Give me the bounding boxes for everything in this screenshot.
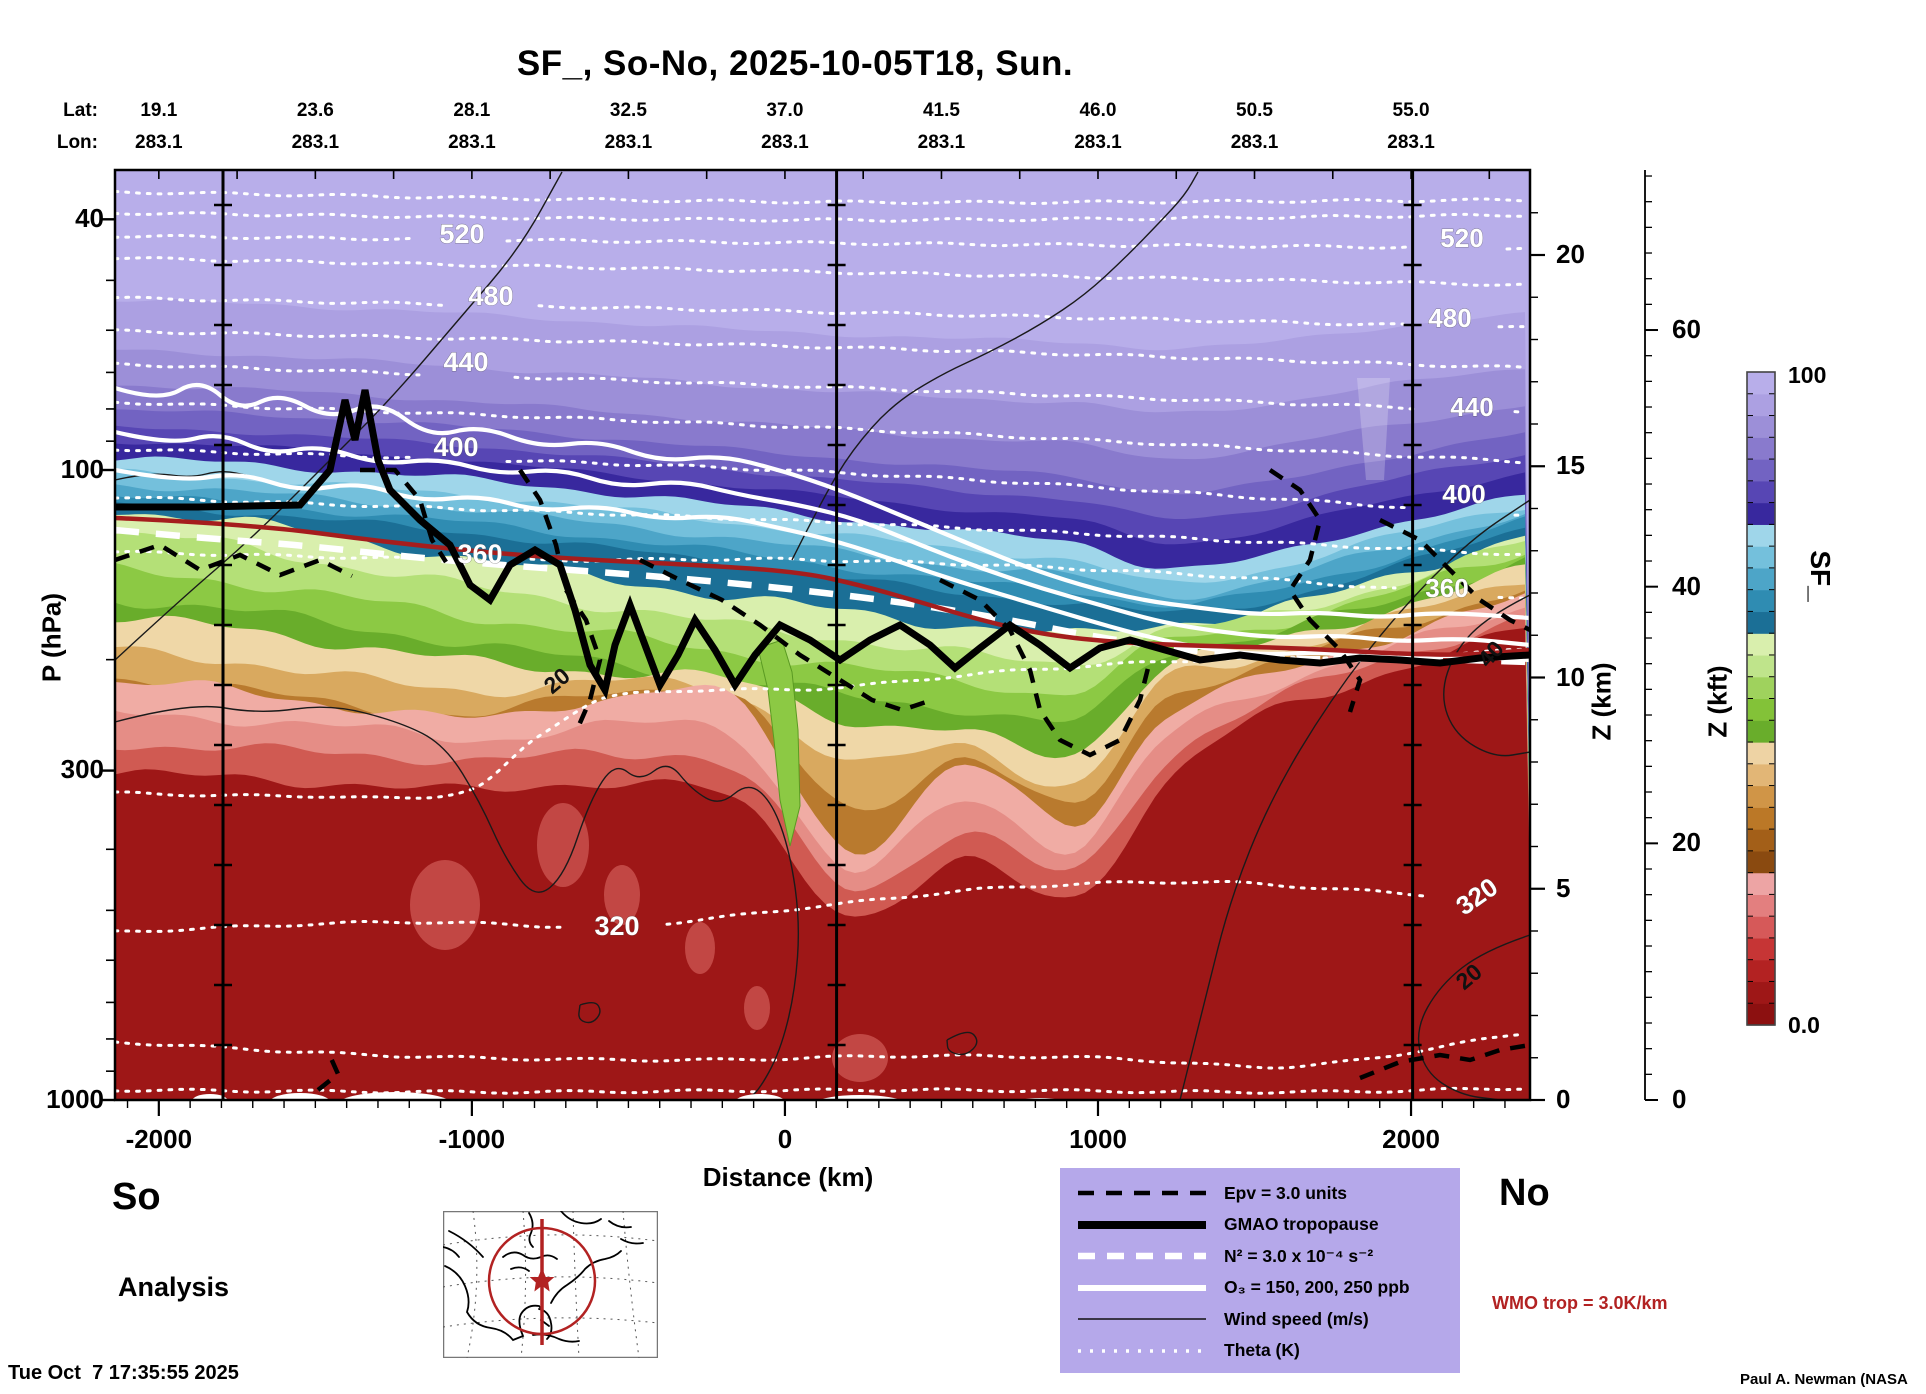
lat-row-label: Lat: bbox=[63, 100, 98, 121]
lon-value: 283.1 bbox=[135, 132, 183, 153]
legend-item: Epv = 3.0 units bbox=[1076, 1180, 1456, 1206]
lon-value: 283.1 bbox=[917, 132, 966, 153]
lat-value: 55.0 bbox=[1392, 100, 1430, 121]
lat-value: 23.6 bbox=[296, 100, 334, 121]
x-axis-title: Distance (km) bbox=[702, 1162, 874, 1192]
lon-value: 283.1 bbox=[1230, 132, 1279, 153]
legend-item: Wind speed (m/s) bbox=[1076, 1306, 1456, 1332]
svg-text:360: 360 bbox=[457, 539, 502, 569]
pressure-tick-label: 40 bbox=[75, 203, 104, 233]
legend-label: Epv = 3.0 units bbox=[1224, 1182, 1348, 1203]
svg-text:520: 520 bbox=[439, 219, 484, 249]
lon-row-label: Lon: bbox=[56, 132, 98, 153]
lon-value: 283.1 bbox=[604, 132, 653, 153]
z-km-tick-label: 0 bbox=[1556, 1084, 1571, 1114]
svg-text:480: 480 bbox=[468, 281, 513, 311]
pressure-tick-label: 100 bbox=[60, 454, 104, 484]
legend-label: O₃ = 150, 200, 250 ppb bbox=[1224, 1277, 1410, 1297]
lat-value: 19.1 bbox=[140, 100, 178, 121]
lat-value: 28.1 bbox=[453, 100, 491, 121]
analysis-label: Analysis bbox=[118, 1272, 230, 1302]
legend-sample-white-dotted bbox=[1078, 1348, 1206, 1353]
legend-item: GMAO tropopause bbox=[1076, 1212, 1456, 1238]
z-km-tick-label: 15 bbox=[1556, 450, 1585, 481]
svg-text:480: 480 bbox=[1428, 303, 1471, 333]
legend-label: Wind speed (m/s) bbox=[1224, 1308, 1369, 1329]
legend-item: N² = 3.0 x 10⁻⁴ s⁻² bbox=[1076, 1243, 1456, 1269]
distance-tick-label: 1000 bbox=[1069, 1124, 1127, 1154]
legend-sample-black-thin bbox=[1078, 1318, 1206, 1320]
endpoint-label-north: No bbox=[1499, 1172, 1550, 1214]
legend-label: N² = 3.0 x 10⁻⁴ s⁻² bbox=[1224, 1245, 1374, 1266]
z-kft-tick-label: 60 bbox=[1672, 314, 1701, 345]
legend-sample-white-dashed bbox=[1078, 1252, 1206, 1260]
colorbar-max-label: 100 bbox=[1788, 362, 1827, 388]
legend-label: GMAO tropopause bbox=[1224, 1214, 1379, 1234]
endpoint-label-south: So bbox=[112, 1176, 161, 1218]
svg-text:320: 320 bbox=[594, 911, 639, 941]
svg-text:440: 440 bbox=[1450, 392, 1493, 422]
lon-value: 283.1 bbox=[1074, 132, 1122, 153]
svg-text:400: 400 bbox=[1442, 479, 1485, 509]
z-km-tick-label: 20 bbox=[1556, 239, 1585, 269]
lat-value: 46.0 bbox=[1079, 100, 1117, 121]
z-kft-tick-label: 40 bbox=[1672, 570, 1701, 601]
svg-text:360: 360 bbox=[1425, 573, 1468, 603]
legend-item: Theta (K) bbox=[1076, 1338, 1456, 1364]
map-inset bbox=[443, 1211, 658, 1358]
legend-sample-white-solid bbox=[1078, 1284, 1206, 1291]
page-title: SF_, So-No, 2025-10-05T18, Sun. bbox=[516, 44, 1074, 83]
credit-text: Paul A. Newman (NASA bbox=[1740, 1371, 1908, 1388]
z-km-tick-label: 10 bbox=[1556, 661, 1585, 692]
legend-sample-black-thick bbox=[1078, 1220, 1206, 1229]
distance-tick-label: -2000 bbox=[125, 1124, 193, 1154]
legend-item: O₃ = 150, 200, 250 ppb bbox=[1076, 1275, 1456, 1301]
svg-text:520: 520 bbox=[1440, 223, 1483, 253]
colorbar-min-label: 0.0 bbox=[1788, 1012, 1820, 1038]
distance-tick-label: 2000 bbox=[1382, 1124, 1440, 1154]
svg-text:400: 400 bbox=[433, 432, 478, 462]
y-axis-title-z-kft: Z (kft) bbox=[1702, 665, 1733, 738]
y-axis-title-z-km: Z (km) bbox=[1586, 662, 1617, 741]
lon-value: 283.1 bbox=[1387, 132, 1435, 153]
pressure-tick-label: 300 bbox=[60, 754, 104, 784]
lat-value: 50.5 bbox=[1236, 100, 1273, 121]
lat-value: 32.5 bbox=[609, 100, 647, 121]
lon-value: 283.1 bbox=[761, 132, 809, 153]
legend-sample-black-dashed bbox=[1078, 1190, 1206, 1196]
y-axis-title-pressure: P (hPa) bbox=[36, 592, 67, 683]
legend-label: Theta (K) bbox=[1224, 1340, 1300, 1360]
svg-text:440: 440 bbox=[443, 347, 488, 377]
distance-tick-label: 0 bbox=[777, 1124, 793, 1154]
z-kft-tick-label: 20 bbox=[1672, 827, 1701, 858]
z-km-tick-label: 5 bbox=[1556, 872, 1571, 903]
lon-value: 283.1 bbox=[448, 132, 496, 153]
distance-tick-label: -1000 bbox=[438, 1124, 506, 1154]
z-kft-tick-label: 0 bbox=[1672, 1084, 1687, 1114]
legend: Epv = 3.0 units GMAO tropopause N² = 3.0 x… bbox=[1060, 1168, 1460, 1373]
lon-value: 283.1 bbox=[291, 132, 340, 153]
lat-value: 37.0 bbox=[766, 100, 804, 121]
wmo-trop-note: WMO trop = 3.0K/km bbox=[1492, 1293, 1668, 1313]
timestamp: Tue Oct 7 17:35:55 2025 bbox=[8, 1362, 239, 1384]
colorbar-title: SF_ bbox=[1805, 550, 1836, 602]
pressure-tick-label: 1000 bbox=[46, 1084, 104, 1114]
lat-value: 41.5 bbox=[922, 100, 960, 121]
